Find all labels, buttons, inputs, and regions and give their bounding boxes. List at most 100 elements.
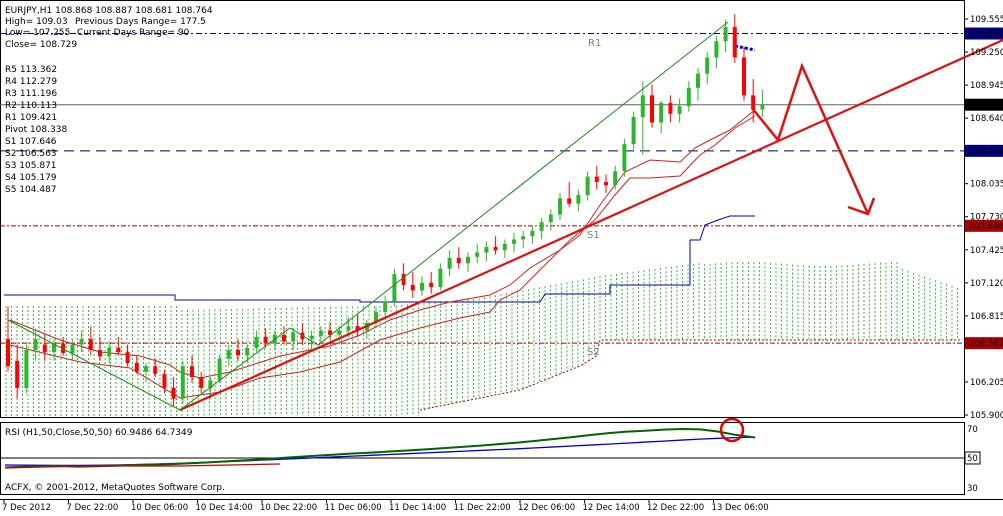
main-trendline: [179, 38, 1003, 412]
candle-body: [309, 335, 314, 340]
candle-body: [677, 106, 682, 114]
price-scale: 109.555 109.250 108.945 108.640 108.035 107.7…: [964, 15, 1003, 421]
candle-body: [263, 336, 268, 344]
candle-body: [548, 214, 553, 223]
candle-body: [714, 41, 719, 58]
symbol-line: EURJPY,H1 108.868 108.887 108.681 108.76…: [5, 6, 213, 16]
pivot-r2: R2 110.113: [5, 101, 57, 111]
candle-body: [539, 222, 544, 231]
candle-body: [604, 182, 608, 186]
s2-price-badge-bg: [965, 337, 1003, 350]
candle-body: [401, 274, 406, 285]
rsi-50-badge: [964, 451, 981, 465]
candle-body: [199, 377, 204, 388]
rsi-scale-label: 30: [967, 484, 978, 494]
time-tick-label: 10 Dec 14:00: [196, 503, 253, 512]
candle-body: [125, 352, 130, 363]
candle-body: [696, 73, 700, 88]
candle-body: [668, 102, 673, 114]
candle-body: [144, 366, 148, 372]
candle-body: [236, 349, 240, 356]
pivot-price-badge-bg: [965, 144, 1003, 157]
candle-body: [466, 256, 470, 264]
candle-body: [337, 330, 342, 335]
candle-body: [631, 117, 636, 145]
r1-price-badge: 109.421: [969, 30, 1003, 40]
ichimoku-cloud: [5, 262, 960, 416]
candle-body: [383, 301, 388, 313]
candle-body: [254, 336, 259, 348]
pivot-r1: R1 109.421: [5, 113, 57, 123]
time-tick-label: 11 Dec 22:00: [454, 503, 511, 512]
price-tick-label: 107.120: [970, 279, 1003, 289]
label-r1: R1: [588, 38, 601, 49]
time-tick-label: 12 Dec 14:00: [583, 503, 640, 512]
time-tick-label: 10 Dec 06:00: [131, 503, 188, 512]
pivot-r5: R5 113.362: [5, 65, 57, 75]
time-axis: 7 Dec 2012 7 Dec 22:00 10 Dec 06:00 10 Dec …: [2, 499, 769, 513]
candle-body: [318, 330, 323, 336]
drawn-objects: [7, 21, 1003, 412]
main-chart-frame: [0, 0, 965, 418]
pivot-s4: S4 105.179: [5, 173, 57, 183]
price-tick-label: 109.555: [970, 15, 1003, 25]
candle-body: [33, 339, 38, 350]
candle-body: [622, 144, 627, 172]
candle-body: [208, 380, 213, 388]
rsi-red-line: [4, 463, 281, 469]
candle-body: [502, 243, 507, 251]
candle-body: [640, 95, 645, 118]
forecast-arrow: [751, 62, 870, 215]
candle-body: [530, 230, 535, 237]
candle-body: [217, 358, 222, 381]
price-tick-label: 108.945: [970, 81, 1003, 91]
curr-range: Current Days Range= 90: [77, 28, 190, 38]
forecast-arrow-head: [847, 197, 876, 216]
candle-body: [328, 330, 332, 335]
time-tick-label: 11 Dec 14:00: [389, 503, 446, 512]
candle-body: [760, 105, 765, 110]
pivot-s2: S2 106.563: [5, 149, 57, 159]
candle-body: [686, 87, 691, 107]
candle-body: [245, 347, 250, 356]
label-s1: S1: [587, 230, 600, 241]
candle-body: [594, 176, 599, 183]
candle-body: [723, 27, 728, 42]
candle-body: [226, 349, 231, 359]
time-tick-label: 12 Dec 22:00: [647, 503, 704, 512]
close-line: Close= 108.729: [5, 40, 77, 50]
candle-body: [438, 268, 443, 288]
candle-body: [190, 366, 194, 378]
price-tick-label: 109.250: [970, 48, 1003, 58]
candle-body: [15, 360, 20, 388]
candle-body: [585, 176, 590, 196]
projection-marker: [734, 44, 756, 52]
label-s2: S2: [587, 347, 600, 358]
pivot-price-badge: 108.338: [969, 147, 1003, 157]
envelope-upper-line: [9, 109, 756, 379]
candle-body: [282, 334, 286, 342]
candle-body: [374, 312, 378, 323]
candle-body: [456, 257, 461, 264]
time-tick-label: 7 Dec 2012: [2, 503, 51, 512]
candle-body: [24, 349, 29, 388]
candle-body: [116, 347, 121, 353]
candle-body: [705, 57, 710, 74]
close-price-badge-bg: [965, 98, 1003, 111]
time-tick-label: 12 Dec 06:00: [518, 503, 575, 512]
candle-body: [576, 195, 581, 204]
candle-body: [346, 326, 351, 331]
rsi-indicator: 70 50 30: [0, 417, 981, 494]
low-line: Low= 107.255: [5, 28, 70, 38]
candle-body: [291, 332, 296, 342]
candle-body: [410, 284, 415, 291]
candle-body: [484, 247, 489, 253]
candle-body: [732, 27, 737, 58]
rsi-fast-line: [4, 427, 756, 469]
s1-price-badge-bg: [965, 219, 1003, 232]
price-tick-label: 105.900: [970, 411, 1003, 421]
candle-body: [567, 198, 572, 204]
candle-body: [6, 339, 10, 367]
